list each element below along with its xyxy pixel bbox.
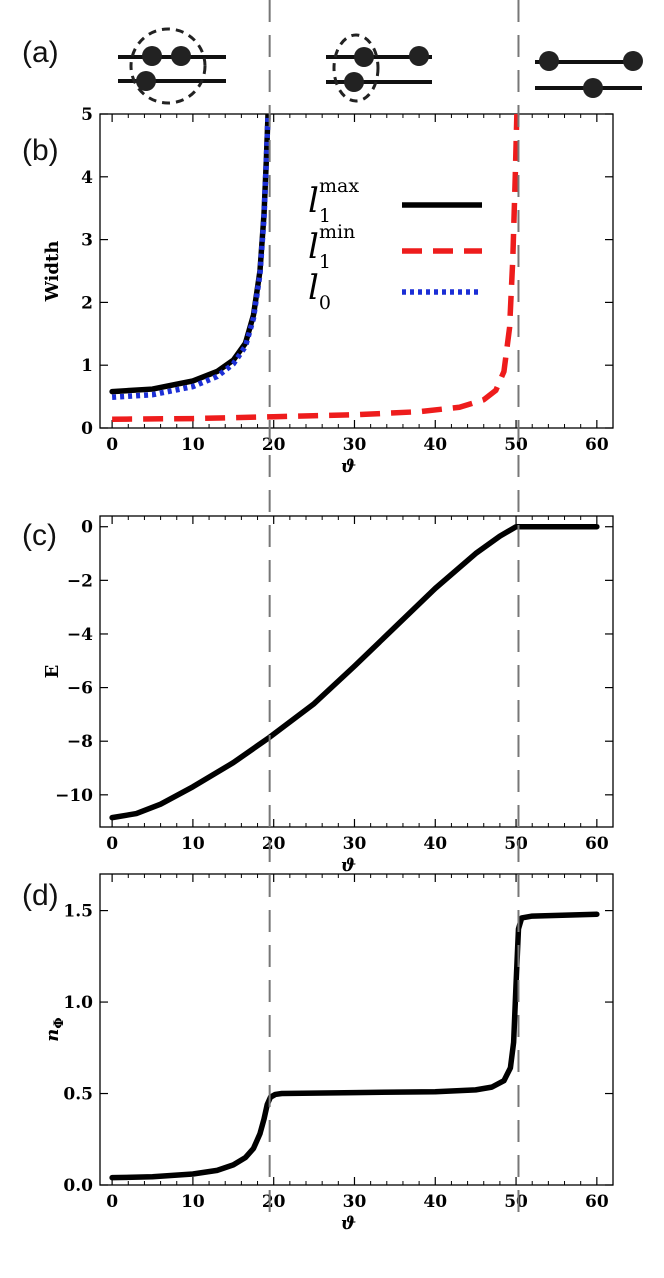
y-tick-label: 0.0: [63, 1176, 93, 1196]
x-tick-label: 0: [106, 435, 118, 455]
x-tick-label: 50: [504, 1192, 528, 1212]
plot-frame: [99, 515, 614, 828]
x-tick-label: 60: [585, 834, 609, 854]
schematic-particle: [171, 46, 191, 66]
x-axis-label: ϑ: [341, 855, 356, 876]
x-tick-label: 40: [423, 435, 447, 455]
plot-frame: [99, 873, 614, 1186]
x-tick-label: 50: [504, 435, 528, 455]
y-tick-label: 0: [81, 419, 93, 439]
y-tick-label: −4: [67, 625, 93, 645]
x-tick-label: 40: [423, 834, 447, 854]
schematic-particle: [344, 72, 364, 92]
y-tick-label: 2: [81, 293, 93, 313]
schematic-row: [118, 27, 643, 105]
x-tick-label: 60: [585, 435, 609, 455]
y-tick-label: −8: [67, 732, 93, 752]
x-tick-label: 10: [181, 834, 205, 854]
series-line-l1min: [112, 114, 520, 422]
schematic-particle: [539, 51, 559, 71]
y-tick-label: 3: [81, 231, 93, 251]
y-tick-label: 0.5: [63, 1085, 93, 1105]
schematic-particle: [623, 51, 643, 71]
x-tick-label: 20: [262, 435, 286, 455]
x-tick-label: 30: [343, 834, 367, 854]
legend-label: l1min: [308, 221, 355, 273]
y-tick-label: 1.5: [63, 902, 93, 922]
legend-label: l1max: [308, 175, 359, 227]
schematic-dashed-circle: [332, 33, 380, 103]
chart-energy: 0 10 20 30 40 50 60 −10 −8 −6 −4 −2 0 ϑ E: [42, 515, 614, 876]
y-tick-label: 5: [81, 105, 93, 125]
y-tick-label: 1: [81, 356, 93, 376]
y-axis-label: nΦ: [42, 1017, 67, 1041]
schematic-bound-pair: [118, 27, 226, 105]
y-axis-label: E: [42, 665, 63, 679]
series-line-nPhi: [109, 911, 600, 1181]
series-line-l0: [111, 114, 271, 400]
panel-label-c: (c): [22, 519, 57, 552]
schematic-particle: [354, 47, 374, 67]
schematic-bound-local: [326, 33, 432, 103]
x-tick-label: 30: [343, 1192, 367, 1212]
x-tick-label: 0: [106, 1192, 118, 1212]
x-tick-label: 10: [181, 435, 205, 455]
y-tick-label: 0: [81, 518, 93, 538]
schematic-particle: [136, 71, 156, 91]
y-tick-label: −10: [55, 786, 93, 806]
panel-label-a: (a): [22, 36, 59, 69]
x-tick-label: 30: [343, 435, 367, 455]
y-tick-label: −2: [67, 571, 93, 591]
chart-width: 0 10 20 30 40 50 60 0 1 2 3 4 5 ϑ Width: [42, 105, 614, 477]
plot-frame: [99, 113, 614, 429]
x-tick-label: 0: [106, 834, 118, 854]
panel-label-b: (b): [22, 134, 59, 167]
legend-label: l0: [308, 268, 331, 314]
x-tick-label: 20: [262, 1192, 286, 1212]
x-axis-label: ϑ: [341, 1213, 356, 1234]
phase-boundaries: [268, 0, 520, 1220]
x-tick-label: 40: [423, 1192, 447, 1212]
schematic-unbound: [535, 51, 643, 98]
x-tick-label: 20: [262, 834, 286, 854]
x-axis-label: ϑ: [341, 456, 356, 477]
y-tick-label: 4: [81, 168, 93, 188]
schematic-particle: [583, 78, 603, 98]
schematic-dashed-circle: [129, 27, 207, 105]
panel-label-d: (d): [22, 879, 59, 912]
schematic-particle: [142, 46, 162, 66]
y-tick-label: 1.0: [63, 993, 93, 1013]
series-line-E: [109, 523, 600, 821]
x-tick-label: 50: [504, 834, 528, 854]
x-tick-label: 10: [181, 1192, 205, 1212]
chart-n-phi: 0 10 20 30 40 50 60 0.0 0.5 1.0 1.5 ϑ nΦ: [42, 873, 614, 1234]
y-tick-label: −6: [67, 679, 93, 699]
schematic-particle: [409, 46, 429, 66]
x-tick-label: 60: [585, 1192, 609, 1212]
y-axis-label: Width: [42, 241, 63, 303]
